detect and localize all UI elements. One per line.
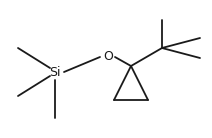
Text: Si: Si	[49, 66, 61, 79]
Text: O: O	[103, 51, 113, 63]
